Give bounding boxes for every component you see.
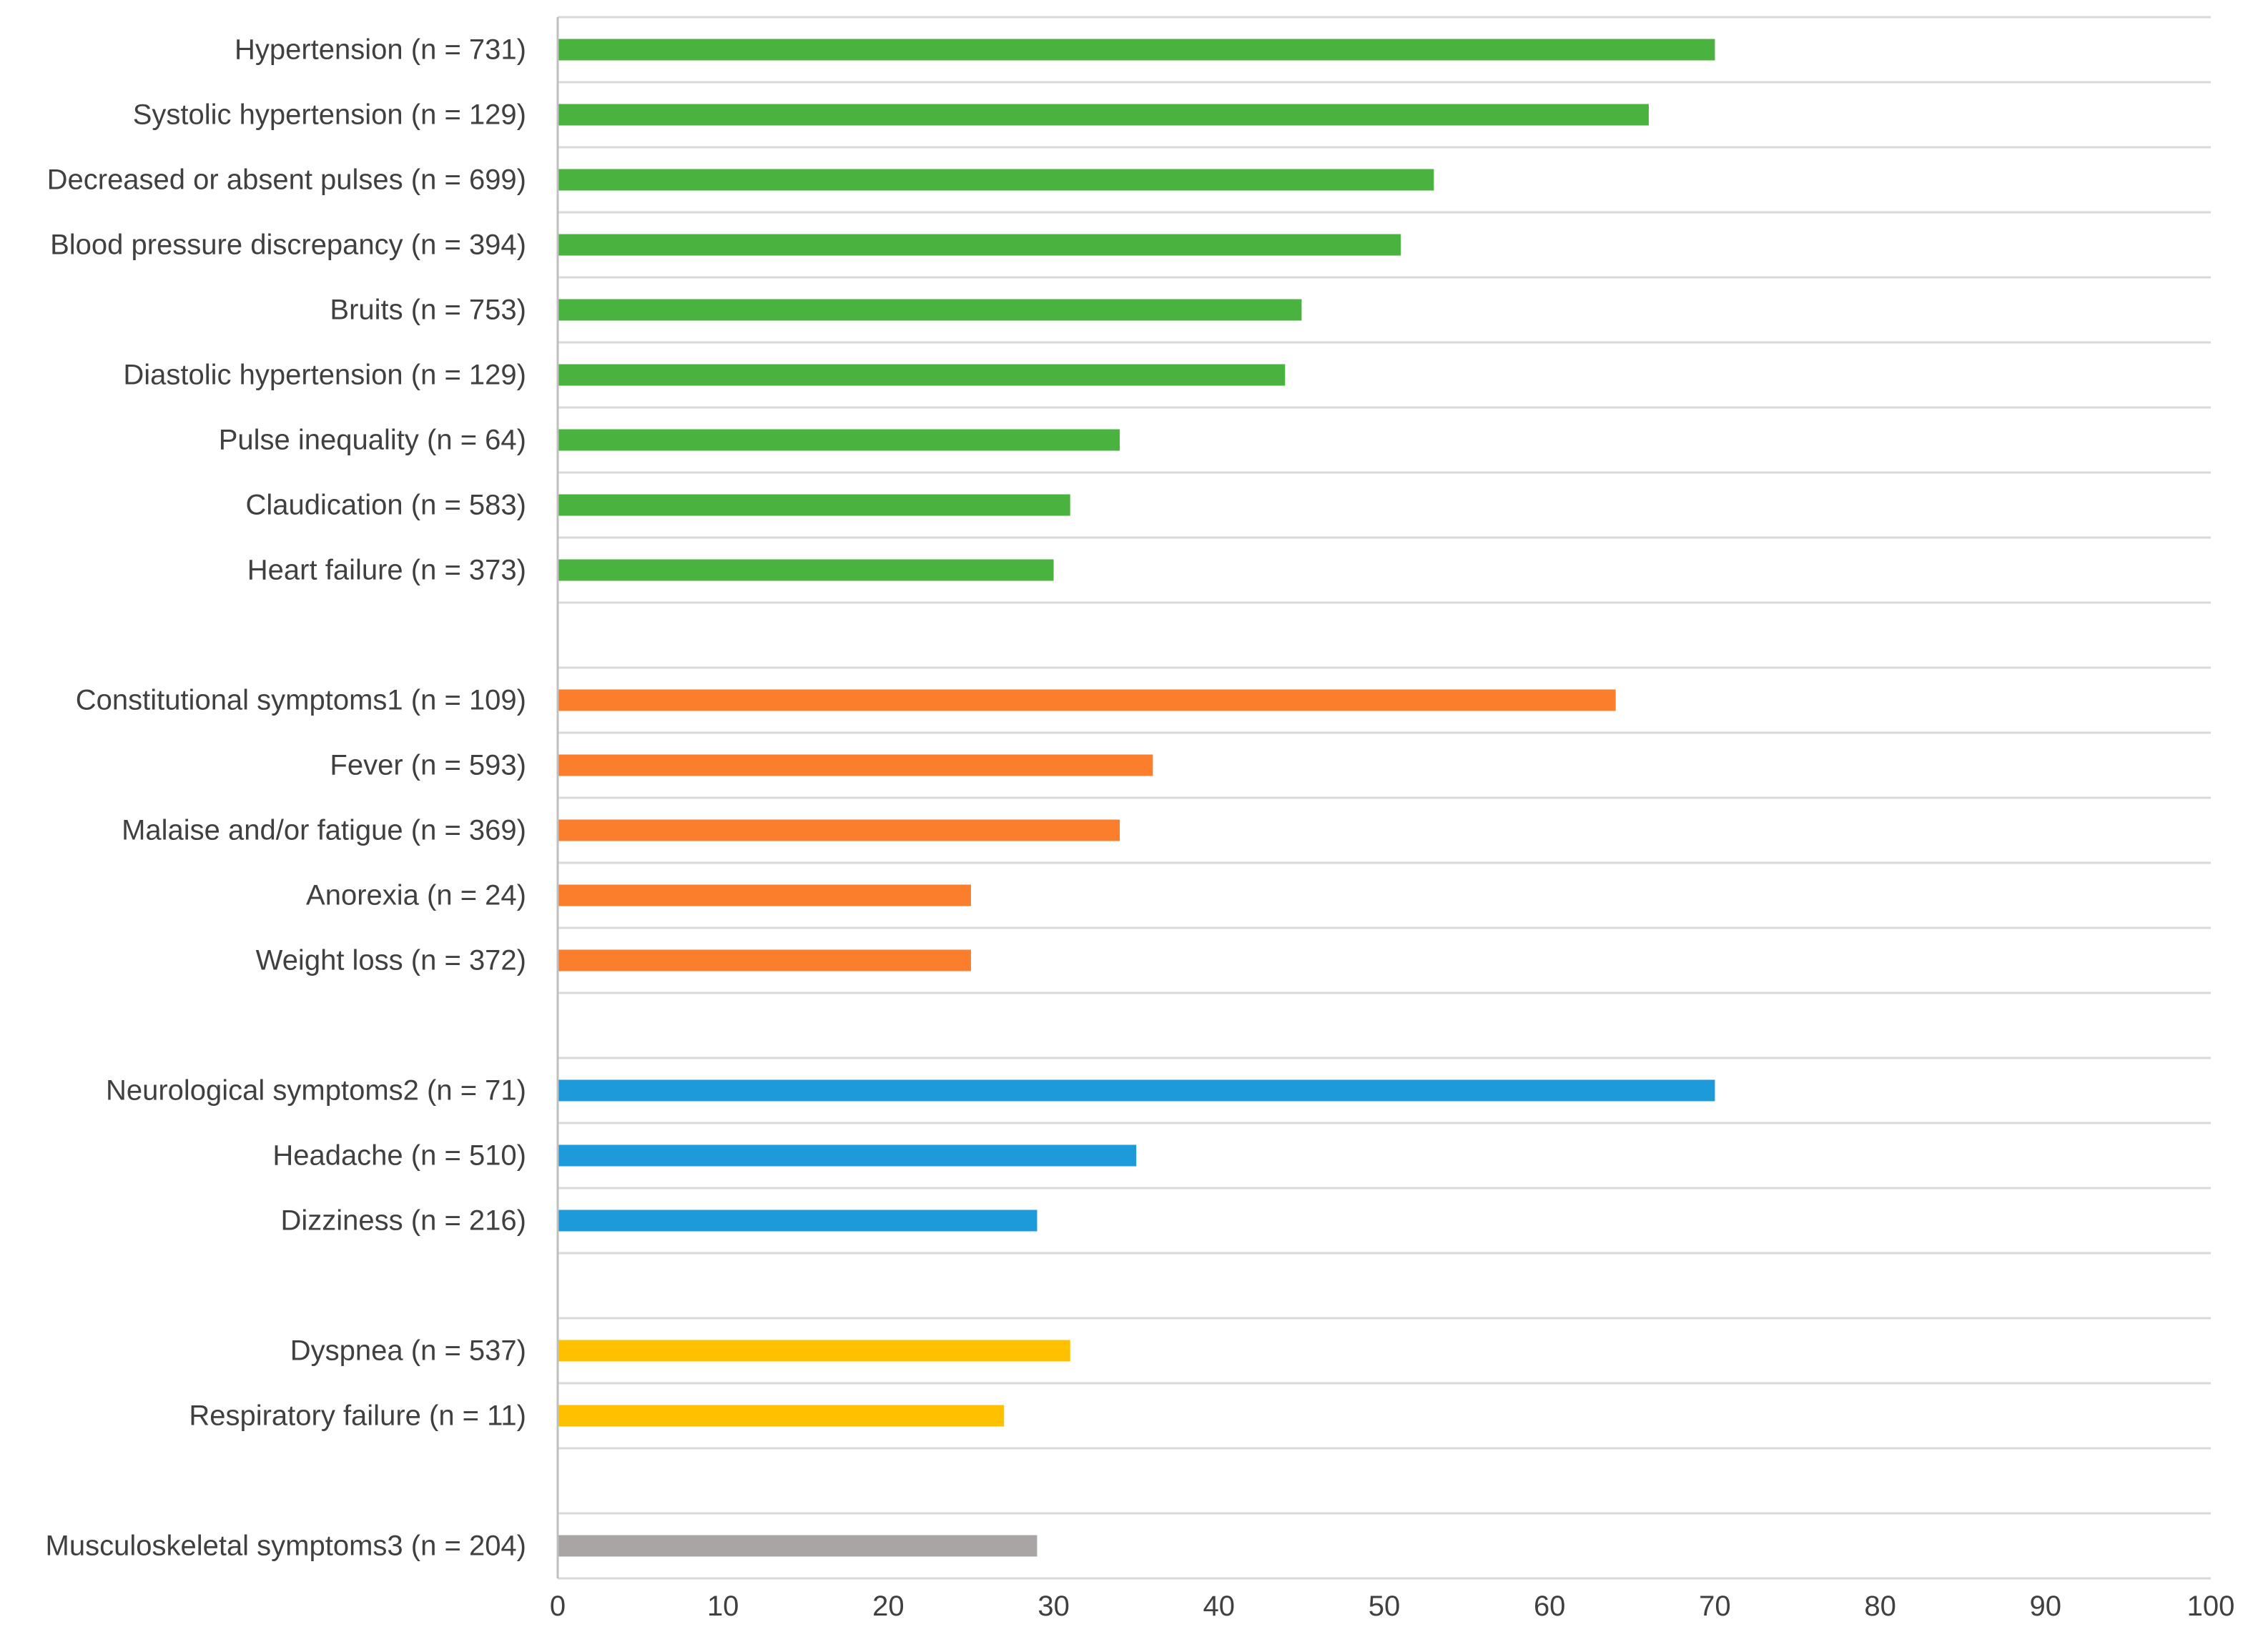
category-label: Decreased or absent pulses (n = 699)	[47, 164, 526, 196]
x-tick-label: 90	[2030, 1591, 2062, 1622]
bar	[558, 1210, 1037, 1232]
bar	[558, 1340, 1070, 1362]
bar	[558, 299, 1302, 321]
bar	[558, 169, 1434, 191]
bar	[558, 559, 1054, 581]
x-tick-label: 50	[1369, 1591, 1401, 1622]
category-label: Neurological symptoms2 (n = 71)	[106, 1075, 526, 1107]
category-label: Blood pressure discrepancy (n = 394)	[50, 229, 526, 261]
category-label: Dizziness (n = 216)	[281, 1205, 526, 1237]
category-label: Pulse inequality (n = 64)	[219, 425, 526, 456]
category-label: Weight loss (n = 372)	[256, 945, 526, 976]
x-axis-ticks: 0 10 20 30 40 50 60 70 80 90 100	[550, 1591, 2235, 1622]
category-label: Constitutional symptoms1 (n = 109)	[76, 685, 526, 716]
bar	[558, 754, 1153, 776]
category-label: Headache (n = 510)	[272, 1140, 526, 1172]
category-label: Anorexia (n = 24)	[306, 880, 526, 911]
x-tick-label: 10	[707, 1591, 739, 1622]
category-label: Hypertension (n = 731)	[235, 34, 526, 66]
category-labels: Hypertension (n = 731) Systolic hypertens…	[46, 34, 527, 1562]
x-tick-label: 80	[1864, 1591, 1896, 1622]
category-label: Bruits (n = 753)	[330, 295, 526, 326]
x-tick-label: 100	[2187, 1591, 2235, 1622]
category-label: Musculoskeletal symptoms3 (n = 204)	[46, 1530, 527, 1562]
bar	[558, 1144, 1137, 1167]
bar	[558, 819, 1120, 841]
bar	[558, 1535, 1037, 1557]
category-label: Claudication (n = 583)	[246, 490, 526, 521]
bar	[558, 234, 1401, 256]
x-tick-label: 20	[872, 1591, 904, 1622]
category-label: Respiratory failure (n = 11)	[189, 1400, 526, 1432]
bars	[558, 39, 1715, 1557]
category-label: Malaise and/or fatigue (n = 369)	[122, 815, 526, 846]
bar	[558, 494, 1070, 516]
category-label: Heart failure (n = 373)	[247, 555, 526, 586]
category-label: Dyspnea (n = 537)	[290, 1335, 526, 1367]
bar	[558, 364, 1286, 386]
x-tick-label: 0	[550, 1591, 566, 1622]
x-tick-label: 30	[1037, 1591, 1070, 1622]
bar	[558, 689, 1616, 711]
x-tick-label: 70	[1699, 1591, 1731, 1622]
bar	[558, 104, 1649, 126]
category-label: Diastolic hypertension (n = 129)	[123, 360, 526, 391]
bar	[558, 429, 1120, 451]
category-label: Systolic hypertension (n = 129)	[133, 99, 526, 131]
gridlines	[558, 16, 2211, 1580]
bar	[558, 1405, 1005, 1427]
bar	[558, 884, 971, 906]
bar	[558, 949, 971, 971]
bar	[558, 1079, 1715, 1102]
x-tick-label: 60	[1534, 1591, 1566, 1622]
x-tick-label: 40	[1203, 1591, 1236, 1622]
bar	[558, 39, 1715, 61]
category-label: Fever (n = 593)	[330, 750, 526, 781]
